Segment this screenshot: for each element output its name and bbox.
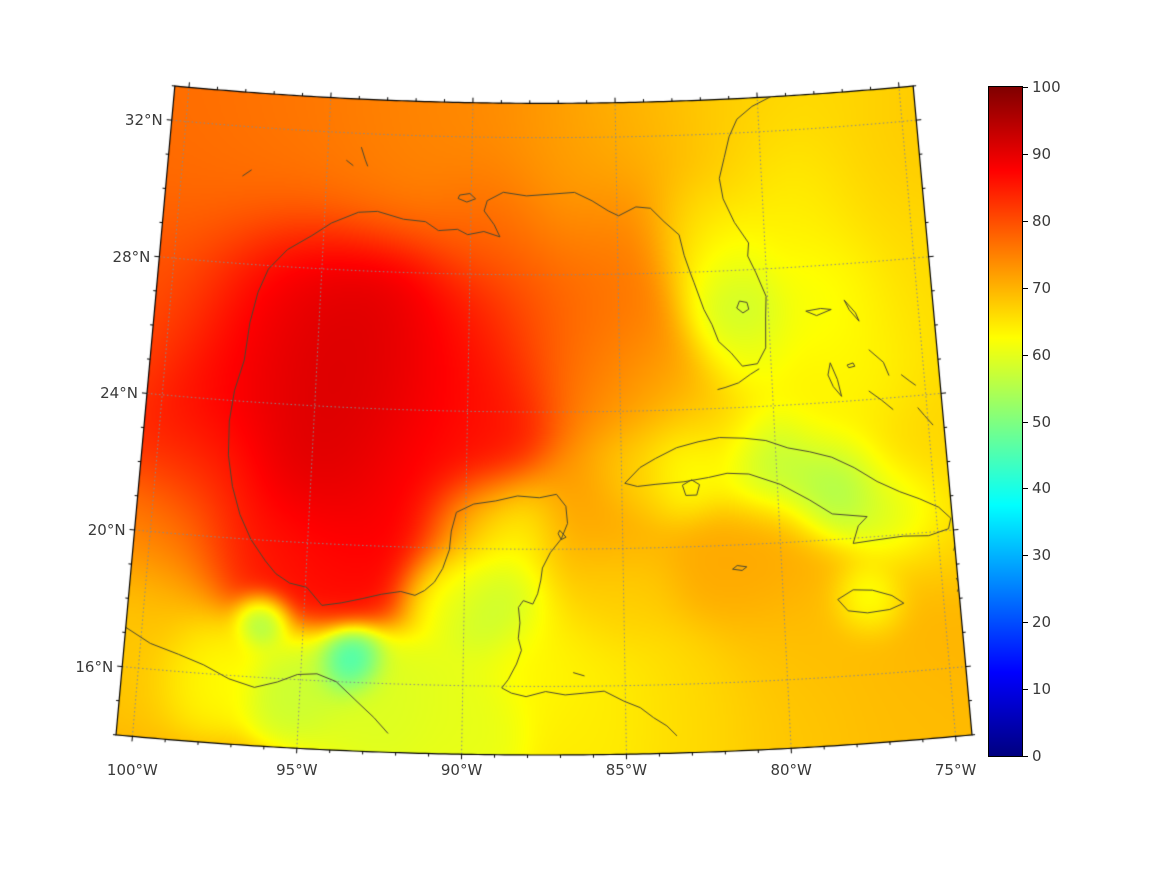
colorbar-tick-label: 20 xyxy=(1032,613,1052,632)
colorbar-tick-label: 100 xyxy=(1032,78,1061,96)
colorbar-tick-mark xyxy=(1023,689,1028,691)
colorbar-tick-mark xyxy=(1023,87,1028,88)
colorbar-tick-label: 0 xyxy=(1032,747,1042,765)
lon-tick-label: 80°W xyxy=(770,761,812,779)
colorbar-tick-mark xyxy=(1023,220,1028,222)
colorbar-tick-label: 30 xyxy=(1032,546,1052,565)
colorbar-tick-mark xyxy=(1023,421,1028,423)
colorbar-tick-label: 50 xyxy=(1032,412,1052,431)
colorbar-tick-mark xyxy=(1023,354,1028,356)
colorbar-tick-mark xyxy=(1023,488,1028,490)
colorbar-tick-mark xyxy=(1023,153,1028,155)
lat-tick-label: 28°N xyxy=(112,247,151,266)
colorbar-tick-label: 80 xyxy=(1032,211,1052,230)
lon-tick-label: 90°W xyxy=(440,761,483,779)
lon-tick-label: 75°W xyxy=(934,761,977,779)
lat-tick-label: 24°N xyxy=(100,384,138,403)
colorbar-tick-mark xyxy=(1023,756,1028,757)
lat-tick-label: 20°N xyxy=(87,520,126,539)
colorbar-tick-mark xyxy=(1023,622,1028,624)
colorbar xyxy=(988,86,1023,757)
lon-tick-label: 95°W xyxy=(276,761,318,779)
colorbar-tick-label: 70 xyxy=(1032,278,1052,297)
colorbar-tick-label: 10 xyxy=(1032,680,1052,699)
colorbar-tick-label: 60 xyxy=(1032,345,1052,364)
colorbar-tick-mark xyxy=(1023,555,1028,557)
lat-tick-label: 16°N xyxy=(75,657,114,676)
lon-tick-label: 100°W xyxy=(106,761,158,779)
colorbar-tick-label: 40 xyxy=(1032,479,1052,498)
colorbar-tick-label: 90 xyxy=(1032,144,1052,163)
colorbar-tick-mark xyxy=(1023,287,1028,289)
lat-tick-label: 32°N xyxy=(124,110,163,129)
lon-tick-label: 85°W xyxy=(605,761,648,779)
